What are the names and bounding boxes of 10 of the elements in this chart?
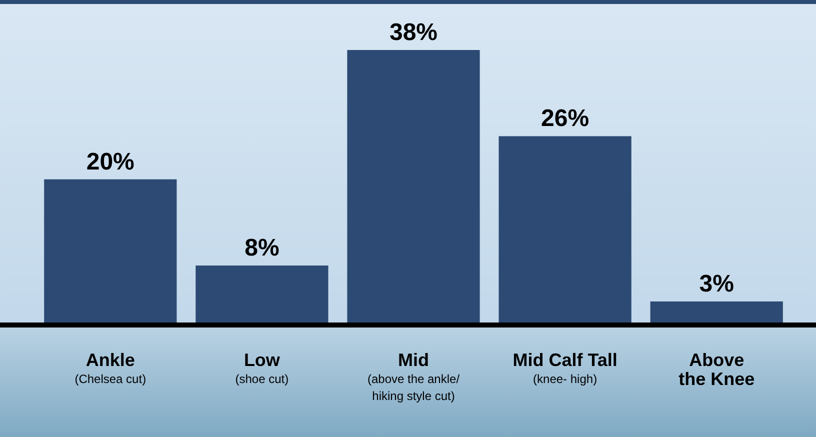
data-label: 3% xyxy=(699,270,734,298)
x-tick-label: Low (shoe cut) xyxy=(235,350,289,386)
x-tick-label: Ankle (Chelsea cut) xyxy=(74,350,146,386)
x-tick-label: Mid (above the ankle/ hiking style cut) xyxy=(367,350,460,403)
x-tick-label: Above the Knee xyxy=(678,350,755,389)
data-label: 26% xyxy=(541,105,590,132)
data-label: 8% xyxy=(244,234,280,262)
data-label: 38% xyxy=(389,19,438,46)
data-label: 20% xyxy=(86,148,134,176)
x-tick-label: Mid Calf Tall (knee- high) xyxy=(512,350,618,386)
